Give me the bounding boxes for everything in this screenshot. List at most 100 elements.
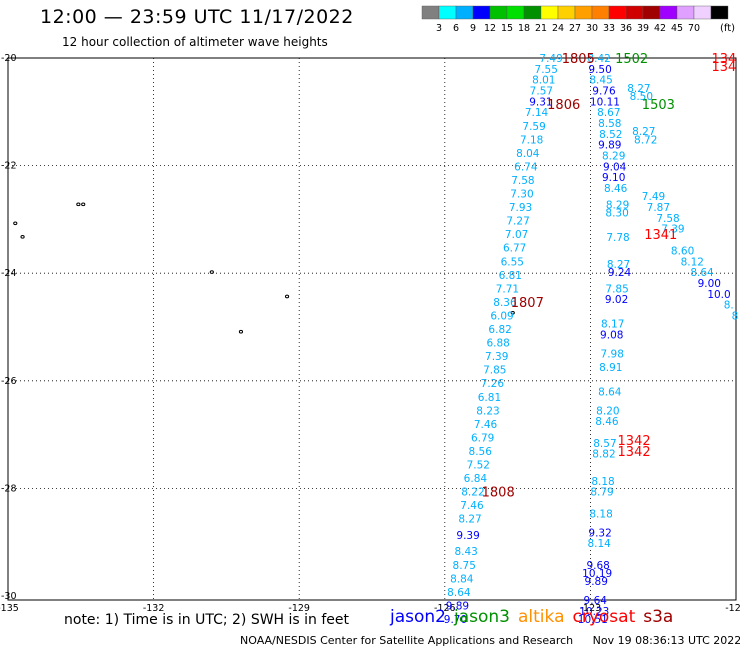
- wave-height-value: 8.27: [627, 83, 650, 95]
- island-outline: [238, 329, 244, 334]
- wave-height-value: 9.24: [608, 267, 632, 279]
- wave-height-value: 8.64: [598, 386, 622, 398]
- wave-height-value: 8.75: [453, 560, 476, 572]
- footer-timestamp: Nov 19 08:36:13 UTC 2022: [592, 634, 740, 647]
- altimeter-tracks: 7.497.558.017.579.317.147.597.188.046.74…: [444, 53, 739, 626]
- wave-height-value: 8.67: [597, 107, 620, 119]
- wave-height-value: 8.01: [532, 75, 555, 87]
- wave-height-value: 8.20: [596, 405, 619, 417]
- wave-height-value: 9.32: [588, 527, 611, 539]
- y-tick-label: -24: [1, 268, 17, 279]
- wave-height-value: 8.18: [591, 476, 614, 488]
- wave-height-value: 7.71: [496, 283, 519, 295]
- legend-labels: 3 6 9 12 15 18 21 24 27 30 33 36 39 42 45 70: [436, 23, 700, 34]
- satellite-cryosat: cryosat: [572, 607, 636, 627]
- wave-height-value: 7.39: [661, 224, 684, 236]
- satellite-legend: jason2 jason3 altika cryosat s3a: [390, 607, 681, 627]
- wave-height-value: 9.68: [586, 560, 609, 572]
- x-tick-label: -123: [580, 603, 602, 614]
- wave-height-value: 8.04: [516, 148, 540, 160]
- wave-height-value: 9.89: [446, 600, 469, 612]
- wave-height-value: 8.45: [589, 75, 612, 87]
- wave-height-value: 7.14: [525, 107, 549, 119]
- islands: [13, 202, 515, 334]
- legend-swatch: [506, 5, 525, 20]
- wave-height-value: 9.64: [584, 595, 608, 607]
- wave-height-value: 8.72: [634, 134, 657, 146]
- pass-time-label: 1503: [642, 98, 675, 113]
- wave-height-value: 8.17: [601, 319, 624, 331]
- wave-height-value: 8.: [724, 300, 734, 312]
- wave-height-value: 9.76: [592, 86, 616, 98]
- legend-swatch: [676, 5, 695, 20]
- island-outline: [13, 221, 18, 226]
- wave-height-value: 8.36: [493, 297, 517, 309]
- wave-height-value: 7.27: [506, 216, 529, 228]
- legend-label: 30: [586, 23, 598, 34]
- satellite-altika: altika: [518, 607, 565, 627]
- legend-swatch: [540, 5, 559, 20]
- wave-height-value: 6.88: [486, 338, 509, 350]
- wave-height-value: 8.14: [587, 538, 611, 550]
- satellite-s3a: s3a: [643, 607, 674, 627]
- legend-swatch: [625, 5, 644, 20]
- wave-height-value: 7.98: [601, 348, 624, 360]
- x-tick-label: -120: [725, 603, 740, 614]
- wave-height-value: 8.23: [476, 405, 499, 417]
- legend-label: 36: [620, 23, 632, 34]
- legend-label: 18: [518, 23, 530, 34]
- legend-label: 27: [569, 23, 581, 34]
- wave-height-value: 8.84: [450, 573, 474, 585]
- legend-swatch: [557, 5, 576, 20]
- wave-height-value: 9.00: [698, 278, 721, 290]
- island-outline: [510, 310, 515, 315]
- legend-label: 33: [603, 23, 615, 34]
- pass-time-label: 134: [711, 60, 736, 75]
- wave-height-value: 6.79: [471, 432, 494, 444]
- pass-time-label: 134: [711, 52, 736, 67]
- wave-height-value: 8.52: [599, 129, 622, 141]
- island-outline: [284, 294, 290, 299]
- wave-height-value: 9.89: [598, 140, 621, 152]
- ground-track-track3: 8.278.508.278.727.497.877.587.398.608.12…: [627, 83, 738, 323]
- wave-height-value: 7.39: [485, 351, 508, 363]
- legend-swatch: [659, 5, 678, 20]
- x-tick-labels: -135 -132 -129 -126 -123 -120: [0, 603, 740, 614]
- pass-time-label: 1805: [562, 52, 595, 67]
- wave-height-value: 7.55: [535, 64, 558, 76]
- legend-label: 12: [484, 23, 496, 34]
- y-tick-label: -28: [1, 483, 17, 494]
- pass-time-label: 1341: [644, 228, 677, 243]
- satellite-jason2: jason2: [390, 607, 446, 627]
- legend-swatch: [472, 5, 491, 20]
- legend-swatch: [693, 5, 712, 20]
- legend-label: 70: [688, 23, 700, 34]
- wave-height-value: 8: [732, 310, 739, 322]
- legend-label: 6: [453, 23, 459, 34]
- wave-height-value: 7.58: [511, 175, 534, 187]
- wave-height-value: 7.18: [520, 134, 543, 146]
- map-subtitle: 12 hour collection of altimeter wave hei…: [62, 35, 328, 49]
- wave-height-value: 8.43: [454, 546, 477, 558]
- y-tick-label: -20: [1, 53, 17, 64]
- wave-height-value: 7.46: [474, 419, 498, 431]
- wave-height-value: 10.51: [578, 614, 608, 626]
- wave-height-value: 10.19: [582, 568, 612, 580]
- wave-height-value: 7.49: [539, 53, 562, 65]
- wave-height-value: 6.77: [503, 243, 526, 255]
- wave-height-value: 8.29: [602, 151, 625, 163]
- wave-height-value: 9.31: [529, 96, 552, 108]
- legend-swatch: [421, 5, 440, 20]
- legend-label: 3: [436, 23, 442, 34]
- pass-time-label: 1807: [511, 296, 544, 311]
- wave-height-value: 8.30: [605, 207, 628, 219]
- pass-time-label: 1808: [482, 486, 515, 501]
- wave-height-value: 8.42: [587, 53, 610, 65]
- legend-swatch: [608, 5, 627, 20]
- x-tick-label: -135: [0, 603, 19, 614]
- wave-height-value: 7.57: [530, 86, 553, 98]
- wave-height-value: 6.81: [478, 392, 501, 404]
- x-tick-label: -132: [143, 603, 165, 614]
